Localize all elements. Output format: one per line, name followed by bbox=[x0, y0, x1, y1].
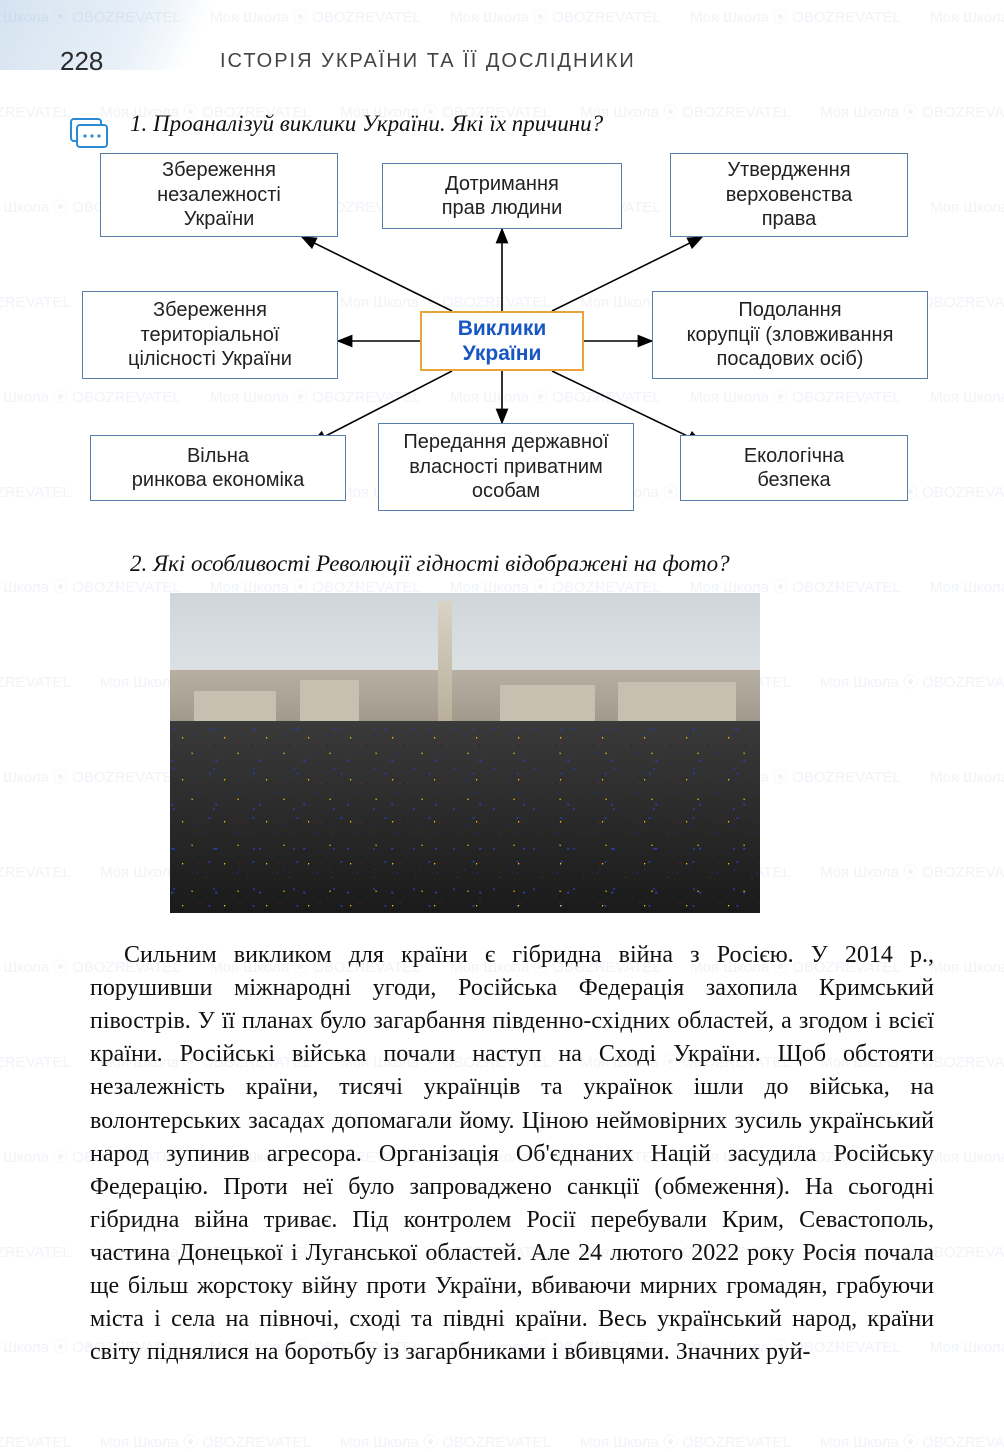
watermark-text: Моя Школа ⦿ OBOZREVATEL bbox=[0, 1431, 71, 1452]
task-chat-icon bbox=[70, 118, 108, 152]
question-1: 1. Проаналізуй виклики України. Які їх п… bbox=[130, 111, 944, 137]
watermark-text: Моя Школа ⦿ OBOZREVATEL bbox=[0, 766, 181, 787]
diagram-node: Утвердженняверховенстваправа bbox=[670, 153, 908, 237]
watermark-text: Моя Школа ⦿ OBOZREVATEL bbox=[930, 576, 1004, 597]
diagram-node: Вільнаринкова економіка bbox=[90, 435, 346, 501]
question-2: 2. Які особливості Революції гідності ві… bbox=[130, 551, 944, 577]
watermark-text: Моя Школа ⦿ OBOZREVATEL bbox=[930, 766, 1004, 787]
diagram-node: Збереженнятериторіальноїцілісності Украї… bbox=[82, 291, 338, 379]
diagram-node: Дотриманняправ людини bbox=[382, 163, 622, 229]
watermark-text: Моя Школа ⦿ OBOZREVATEL bbox=[0, 101, 71, 122]
challenges-diagram: ВикликиУкраїни ЗбереженнянезалежностіУкра… bbox=[62, 153, 942, 523]
watermark-text: Моя Школа ⦿ OBOZREVATEL bbox=[0, 481, 71, 502]
watermark-text: Моя Школа ⦿ OBOZREVATEL bbox=[820, 1431, 1004, 1452]
diagram-node: Передання державноївласності приватнимос… bbox=[378, 423, 634, 511]
watermark-text: Моя Школа ⦿ OBOZREVATEL bbox=[820, 671, 1004, 692]
body-paragraph: Сильним викликом для країни є гібридна в… bbox=[0, 931, 1004, 1369]
page-number: 228 bbox=[60, 46, 103, 77]
page-header: 228 ІСТОРІЯ УКРАЇНИ ТА ЇЇ ДОСЛІДНИКИ bbox=[0, 0, 1004, 83]
watermark-text: Моя Школа ⦿ OBOZREVATEL bbox=[100, 1431, 311, 1452]
watermark-text: Моя Школа ⦿ OBOZREVATEL bbox=[580, 1431, 791, 1452]
diagram-center-node: ВикликиУкраїни bbox=[420, 311, 584, 371]
diagram-node: ЗбереженнянезалежностіУкраїни bbox=[100, 153, 338, 237]
watermark-text: Моя Школа ⦿ OBOZREVATEL bbox=[340, 1431, 551, 1452]
paragraph-text: Сильним викликом для країни є гібридна в… bbox=[90, 939, 934, 1369]
maidan-photo bbox=[170, 593, 760, 913]
diagram-node: Екологічнабезпека bbox=[680, 435, 908, 501]
watermark-text: Моя Школа ⦿ OBOZREVATEL bbox=[0, 291, 71, 312]
watermark-text: Моя Школа ⦿ OBOZREVATEL bbox=[0, 861, 71, 882]
section-title: ІСТОРІЯ УКРАЇНИ ТА ЇЇ ДОСЛІДНИКИ bbox=[220, 50, 944, 73]
watermark-text: Моя Школа ⦿ OBOZREVATEL bbox=[820, 861, 1004, 882]
watermark-text: Моя Школа ⦿ OBOZREVATEL bbox=[0, 576, 181, 597]
watermark-text: Моя Школа ⦿ OBOZREVATEL bbox=[0, 671, 71, 692]
diagram-node: Подоланнякорупції (зловживанняпосадових … bbox=[652, 291, 928, 379]
